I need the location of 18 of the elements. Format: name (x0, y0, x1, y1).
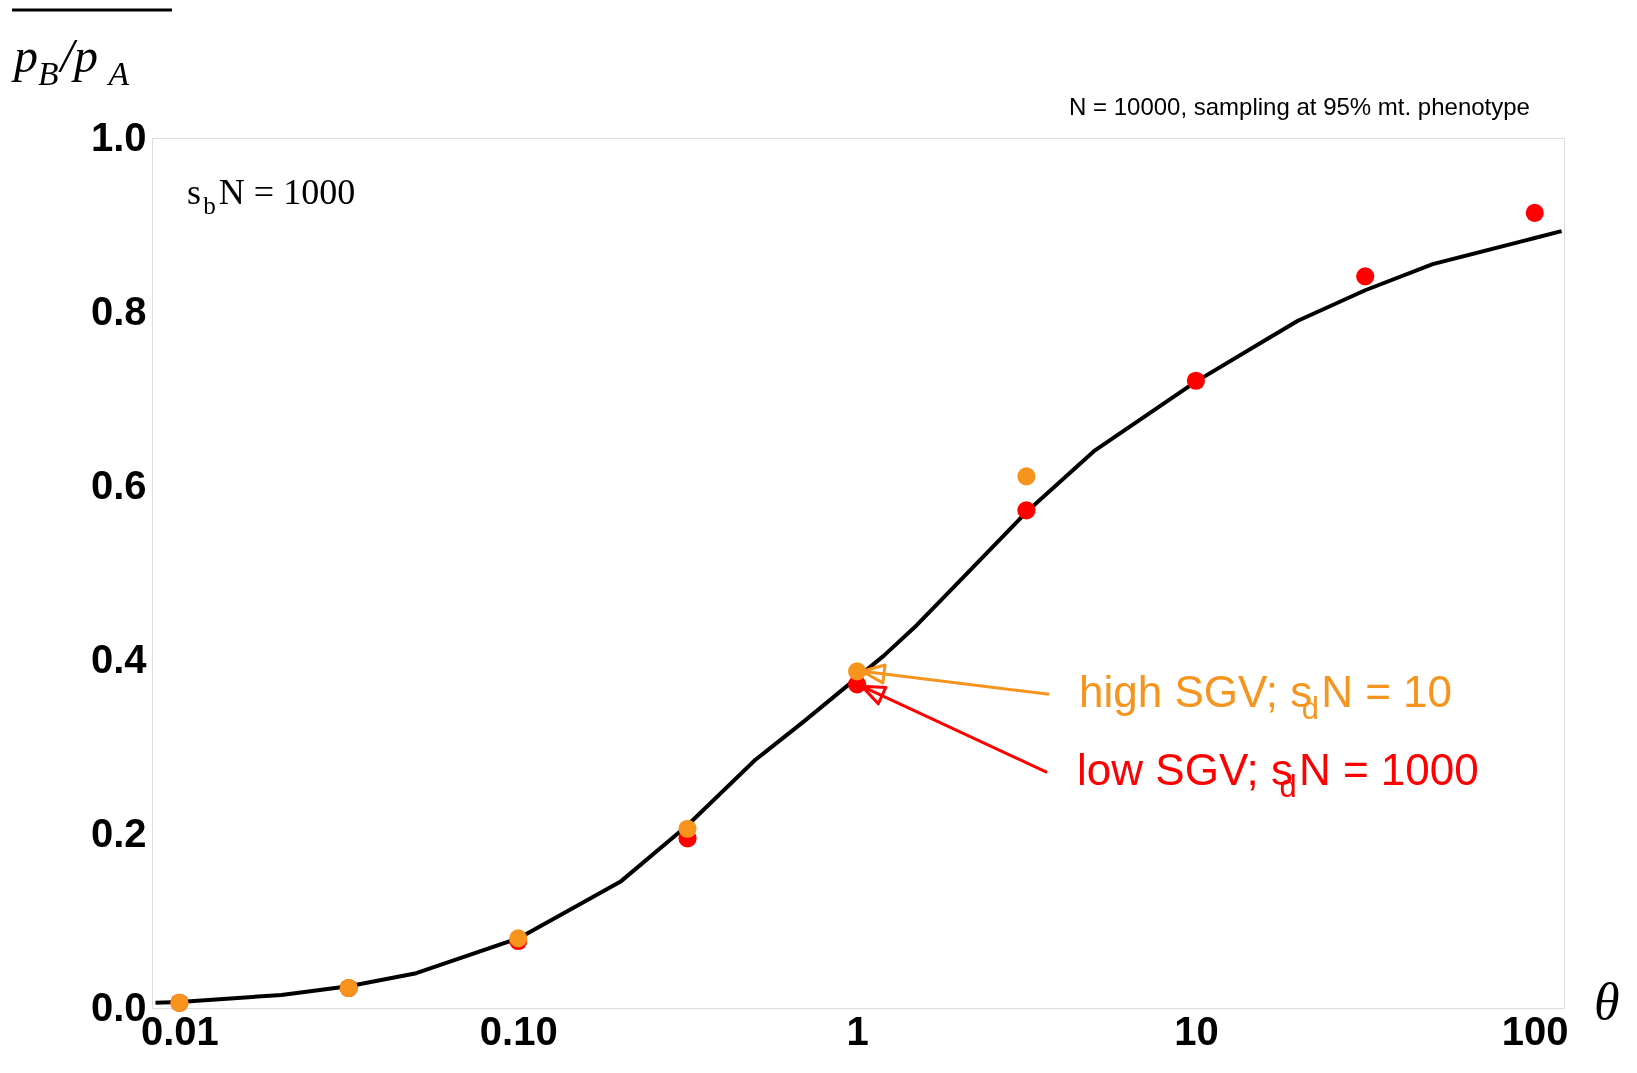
y-tick-label: 0.2 (90, 810, 147, 855)
y-tick-label: 0.8 (90, 288, 147, 333)
x-tick-label: 1 (846, 1008, 869, 1053)
y-tick-label: 0.6 (90, 462, 147, 507)
y-tick-label: 1.0 (90, 114, 147, 159)
x-axis-title: θ (1594, 973, 1620, 1030)
point (1017, 501, 1036, 520)
point (1356, 267, 1375, 286)
point (1525, 203, 1544, 222)
x-tick-label: 10 (1174, 1008, 1219, 1053)
point (1186, 371, 1205, 390)
text: N = 10000, sampling at 95% mt. phenotype (1069, 93, 1530, 120)
point (848, 662, 867, 681)
x-tick-label: 0.10 (479, 1008, 558, 1053)
point (678, 819, 697, 838)
point (1017, 467, 1036, 486)
y-tick-label: 0.4 (90, 636, 148, 681)
x-tick-label: 100 (1501, 1008, 1569, 1053)
